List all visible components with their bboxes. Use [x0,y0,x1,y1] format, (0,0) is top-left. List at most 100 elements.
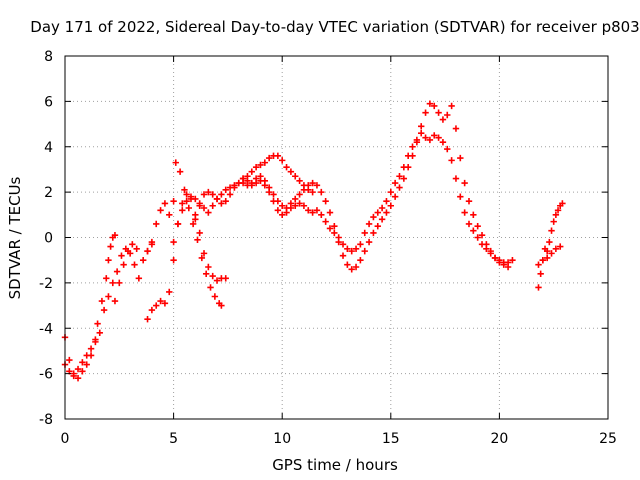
data-point-marker [283,163,290,171]
data-point-marker [548,227,555,234]
data-point-marker [103,275,110,282]
data-point-marker [105,293,112,300]
data-point-marker [352,245,360,253]
data-point-marker [144,247,151,255]
data-point-marker [546,238,553,246]
data-point-marker [205,188,212,196]
data-point-marker [448,157,455,164]
data-point-marker [374,222,381,230]
data-point-marker [326,225,334,232]
data-point-marker [153,302,160,309]
data-point-marker [305,182,312,189]
data-point-marker [474,222,481,230]
data-point-marker [543,247,551,255]
data-point-marker [176,168,184,175]
y-tick-label: -2 [39,276,53,292]
data-point-marker [209,191,216,198]
data-point-marker [218,302,225,309]
data-point-marker [144,315,151,323]
data-point-marker [279,157,286,164]
data-point-marker [422,109,429,116]
data-point-marker [313,207,321,214]
data-point-marker [465,198,473,205]
x-tick-label: 20 [490,431,508,447]
data-point-marker [200,204,208,212]
data-point-marker [470,211,477,219]
data-point-marker [287,200,295,207]
data-point-marker [131,261,138,268]
data-point-marker [209,272,216,280]
data-point-marker [296,177,303,184]
data-point-marker [265,184,273,191]
data-point-marker [172,159,179,166]
data-point-marker [331,222,338,230]
data-point-marker [124,247,132,255]
data-point-marker [554,207,562,214]
data-point-marker [70,372,77,380]
data-point-marker [478,232,486,239]
data-series [61,100,566,382]
data-point-marker [309,179,316,187]
data-point-marker [139,256,147,264]
data-point-marker [183,198,190,205]
data-point-marker [361,247,368,255]
data-point-marker [361,229,368,237]
data-point-marker [457,193,464,200]
data-point-marker [426,136,434,144]
data-point-marker [92,338,99,346]
data-point-marker [213,277,221,284]
series-arc-h [192,152,316,223]
data-point-marker [296,200,303,207]
data-point-marker [292,202,299,209]
data-point-marker [192,195,199,203]
data-point-marker [300,202,308,209]
data-point-marker [543,254,551,262]
data-point-marker [357,241,364,248]
data-point-marker [226,191,234,198]
data-point-marker [322,218,329,225]
y-tick-label: 8 [44,49,53,65]
data-point-marker [552,245,560,253]
data-point-marker [448,102,455,110]
data-point-marker [205,263,212,271]
data-point-marker [387,202,394,209]
data-point-marker [222,186,229,194]
data-point-marker [400,175,408,182]
data-point-marker [413,139,421,146]
y-tick-label: 2 [44,185,53,201]
data-point-marker [257,161,264,169]
data-point-marker [431,102,438,110]
data-point-marker [309,209,316,216]
data-point-marker [500,261,507,268]
data-point-marker [87,345,95,352]
data-point-marker [161,300,169,307]
data-point-marker [391,193,399,200]
data-point-marker [491,254,499,262]
data-point-marker [135,275,143,282]
data-point-marker [200,250,208,257]
data-point-marker [153,220,160,228]
data-point-marker [344,261,351,268]
data-point-marker [365,220,373,228]
data-point-marker [116,279,123,287]
data-point-marker [235,179,242,187]
data-point-marker [292,173,299,180]
data-point-marker [252,175,260,182]
data-point-marker [183,191,190,198]
data-point-marker [322,198,329,205]
data-point-marker [270,191,277,198]
data-point-marker [548,250,555,257]
data-point-marker [474,234,481,241]
data-point-marker [452,125,460,132]
data-point-marker [196,229,203,237]
data-point-marker [292,195,299,203]
data-point-marker [305,207,312,214]
data-point-marker [129,241,136,248]
data-point-marker [79,359,86,366]
data-point-marker [248,168,255,175]
data-point-marker [213,195,221,203]
data-point-marker [309,188,316,196]
data-point-marker [96,329,103,336]
data-point-marker [185,204,193,212]
